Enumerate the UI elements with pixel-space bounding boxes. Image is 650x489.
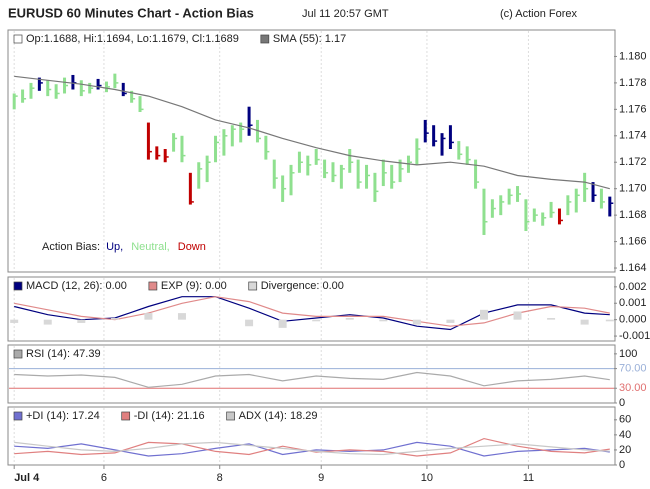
series-line: [14, 296, 610, 331]
legend-label: ADX (14): 18.29: [239, 410, 318, 422]
legend-swatch: [260, 34, 270, 44]
bias-legend-entry: Down: [178, 241, 206, 253]
y-tick-label: 20: [619, 444, 631, 456]
credit: (c) Action Forex: [500, 8, 578, 20]
y-tick-label: 0.000: [619, 314, 647, 326]
legend-swatch: [13, 349, 23, 359]
divergence-bar: [580, 319, 589, 325]
y-tick-label: 60: [619, 414, 631, 426]
divergence-bar: [177, 313, 186, 320]
y-tick-label: 100: [619, 348, 637, 360]
legend-label: -DI (14): 21.16: [134, 410, 205, 422]
divergence-bar: [144, 313, 153, 320]
divergence-bar: [77, 319, 86, 323]
x-tick-label: 6: [101, 472, 107, 484]
series-line: [14, 441, 610, 456]
chart-title: EURUSD 60 Minutes Chart - Action Bias: [8, 5, 254, 20]
legend-label: MACD (12, 26): 0.00: [26, 280, 127, 292]
y-tick-label: 1.174: [619, 130, 647, 142]
y-tick-label: 1.166: [619, 235, 647, 247]
divergence-bar: [110, 318, 119, 320]
divergence-bar: [446, 319, 455, 323]
x-tick-label: 9: [318, 472, 324, 484]
bias-legend-title: Action Bias:: [42, 241, 100, 253]
divergence-bar: [513, 311, 522, 320]
y-tick-label: -0.001: [619, 330, 650, 342]
series-line: [14, 441, 610, 457]
y-tick-label: 1.180: [619, 50, 647, 62]
legend-label: EXP (9): 0.00: [161, 280, 227, 292]
legend-swatch: [226, 411, 235, 421]
x-tick-label: 8: [217, 472, 223, 484]
legend-label: Divergence: 0.00: [261, 280, 344, 292]
y-tick-label: 1.176: [619, 103, 647, 115]
y-tick-label: 1.172: [619, 156, 647, 168]
panel-frame: [7, 406, 616, 466]
y-tick-label: 1.178: [619, 77, 647, 89]
legend-label: +DI (14): 17.24: [26, 410, 100, 422]
y-tick-label: 0: [619, 459, 625, 471]
divergence-bar: [605, 319, 614, 322]
bias-legend-entry: Neutral,: [131, 241, 170, 253]
divergence-bar: [479, 309, 488, 320]
legend-label: SMA (55): 1.17: [273, 33, 346, 45]
divergence-bar: [345, 318, 354, 320]
divergence-bar: [412, 319, 421, 325]
divergence-bar: [312, 319, 321, 322]
legend-swatch: [13, 34, 23, 44]
panel-frame: [7, 344, 616, 404]
x-tick-label: 11: [523, 472, 534, 484]
panel-frame: [7, 29, 616, 273]
ohlc-label: Op:1.1688, Hi:1.1694, Lo:1.1679, Cl:1.16…: [26, 33, 239, 45]
legend-swatch: [121, 411, 131, 421]
legend-swatch: [248, 281, 258, 291]
y-tick-label: 1.168: [619, 209, 647, 221]
legend-swatch: [13, 411, 23, 421]
y-tick-label: 1.164: [619, 262, 647, 274]
y-tick-label: 0.001: [619, 297, 647, 309]
legend-label: RSI (14): 47.39: [26, 348, 101, 360]
y-tick-label: 30.00: [619, 382, 647, 394]
divergence-bar: [245, 319, 254, 327]
legend-swatch: [13, 281, 23, 291]
y-tick-label: 40: [619, 429, 631, 441]
y-tick-label: 0.002: [619, 281, 647, 293]
series-line: [14, 75, 610, 190]
panel-frame: [7, 276, 616, 342]
x-tick-label: 10: [421, 472, 433, 484]
y-tick-label: 0: [619, 397, 625, 409]
y-tick-label: 1.170: [619, 183, 647, 195]
x-tick-label: Jul 4: [14, 472, 40, 484]
y-tick-label: 70.00: [619, 362, 647, 374]
bias-legend-entry: Up,: [106, 241, 123, 253]
divergence-bar: [278, 319, 287, 328]
divergence-bar: [43, 319, 52, 325]
divergence-bar: [547, 318, 556, 320]
series-line: [14, 371, 610, 388]
legend-swatch: [148, 281, 158, 291]
divergence-bar: [10, 319, 19, 323]
series-line: [14, 437, 610, 457]
divergence-bar: [379, 319, 388, 322]
date: Jul 11 20:57 GMT: [302, 8, 389, 20]
